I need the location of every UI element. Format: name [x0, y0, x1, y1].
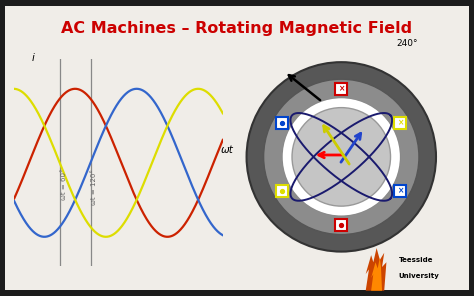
FancyBboxPatch shape	[394, 185, 407, 197]
FancyBboxPatch shape	[335, 83, 347, 95]
FancyBboxPatch shape	[276, 117, 288, 129]
Text: ωt = 120°: ωt = 120°	[91, 169, 98, 205]
FancyBboxPatch shape	[276, 185, 288, 197]
Text: ×: ×	[397, 118, 403, 127]
Circle shape	[246, 62, 436, 252]
Circle shape	[292, 108, 391, 206]
FancyBboxPatch shape	[335, 219, 347, 231]
FancyBboxPatch shape	[5, 6, 469, 290]
FancyBboxPatch shape	[394, 117, 407, 129]
Text: ×: ×	[338, 84, 345, 93]
Text: ωt: ωt	[221, 145, 234, 155]
Text: University: University	[398, 274, 439, 279]
Circle shape	[284, 100, 398, 214]
Text: Teesside: Teesside	[398, 257, 433, 263]
Text: 240°: 240°	[397, 39, 419, 48]
Text: i: i	[32, 53, 35, 63]
Text: ×: ×	[397, 186, 403, 195]
Circle shape	[283, 98, 400, 215]
Polygon shape	[371, 258, 382, 291]
Polygon shape	[366, 248, 386, 291]
Text: AC Machines – Rotating Magnetic Field: AC Machines – Rotating Magnetic Field	[62, 21, 412, 36]
Circle shape	[264, 79, 419, 234]
Text: ωt = 60°: ωt = 60°	[61, 169, 67, 200]
